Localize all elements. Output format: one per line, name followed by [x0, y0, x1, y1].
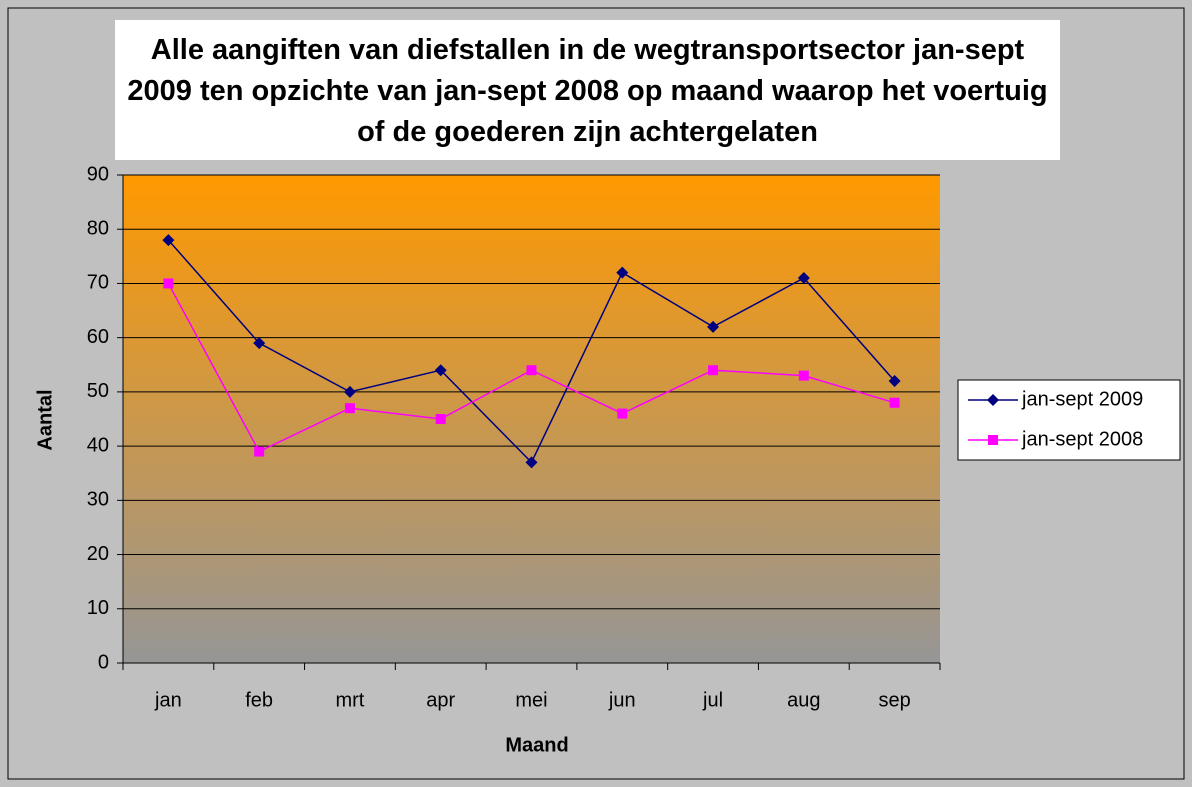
plot-area: [123, 175, 940, 663]
x-tick-label: mei: [515, 689, 547, 711]
data-point: [526, 365, 537, 376]
y-tick-label: 10: [87, 597, 109, 619]
x-axis-label: Maand: [505, 734, 568, 756]
x-tick-label: feb: [245, 689, 273, 711]
data-point: [616, 266, 629, 279]
y-tick-label: 50: [87, 380, 109, 402]
legend-marker: [988, 435, 998, 445]
y-tick-label: 70: [87, 272, 109, 294]
data-point: [798, 370, 809, 381]
data-point: [254, 446, 265, 457]
data-point: [344, 403, 355, 414]
x-tick-label: jul: [702, 689, 723, 711]
data-point: [435, 414, 446, 424]
legend-label: jan-sept 2008: [1021, 428, 1143, 450]
data-point: [617, 408, 628, 419]
y-tick-label: 20: [87, 543, 109, 565]
data-point: [434, 364, 447, 377]
data-point: [343, 385, 356, 398]
data-point: [707, 320, 720, 333]
y-tick-label: 60: [87, 326, 109, 348]
data-point: [163, 278, 174, 289]
legend: [957, 379, 1181, 461]
chart-title: Alle aangiften van diefstallen in de weg…: [115, 20, 1060, 160]
data-point: [708, 365, 719, 376]
y-tick-label: 40: [87, 434, 109, 456]
y-tick-label: 80: [87, 218, 109, 240]
chart-border: [7, 7, 1185, 780]
legend-label: jan-sept 2009: [1021, 388, 1143, 410]
x-tick-label: mrt: [335, 689, 364, 711]
y-axis-label: Aantal: [34, 389, 56, 450]
data-point: [888, 375, 901, 388]
x-tick-label: jan: [154, 689, 182, 711]
x-tick-label: apr: [426, 689, 455, 711]
data-point: [889, 397, 900, 408]
y-tick-label: 30: [87, 489, 109, 511]
x-tick-label: aug: [787, 689, 820, 711]
x-tick-label: sep: [878, 689, 910, 711]
data-point: [525, 456, 538, 469]
x-tick-label: jun: [608, 689, 636, 711]
legend-marker: [987, 394, 999, 406]
data-point: [253, 337, 266, 350]
data-point: [162, 234, 175, 247]
data-point: [797, 272, 810, 285]
y-tick-label: 0: [98, 651, 109, 673]
y-tick-label: 90: [87, 163, 109, 185]
